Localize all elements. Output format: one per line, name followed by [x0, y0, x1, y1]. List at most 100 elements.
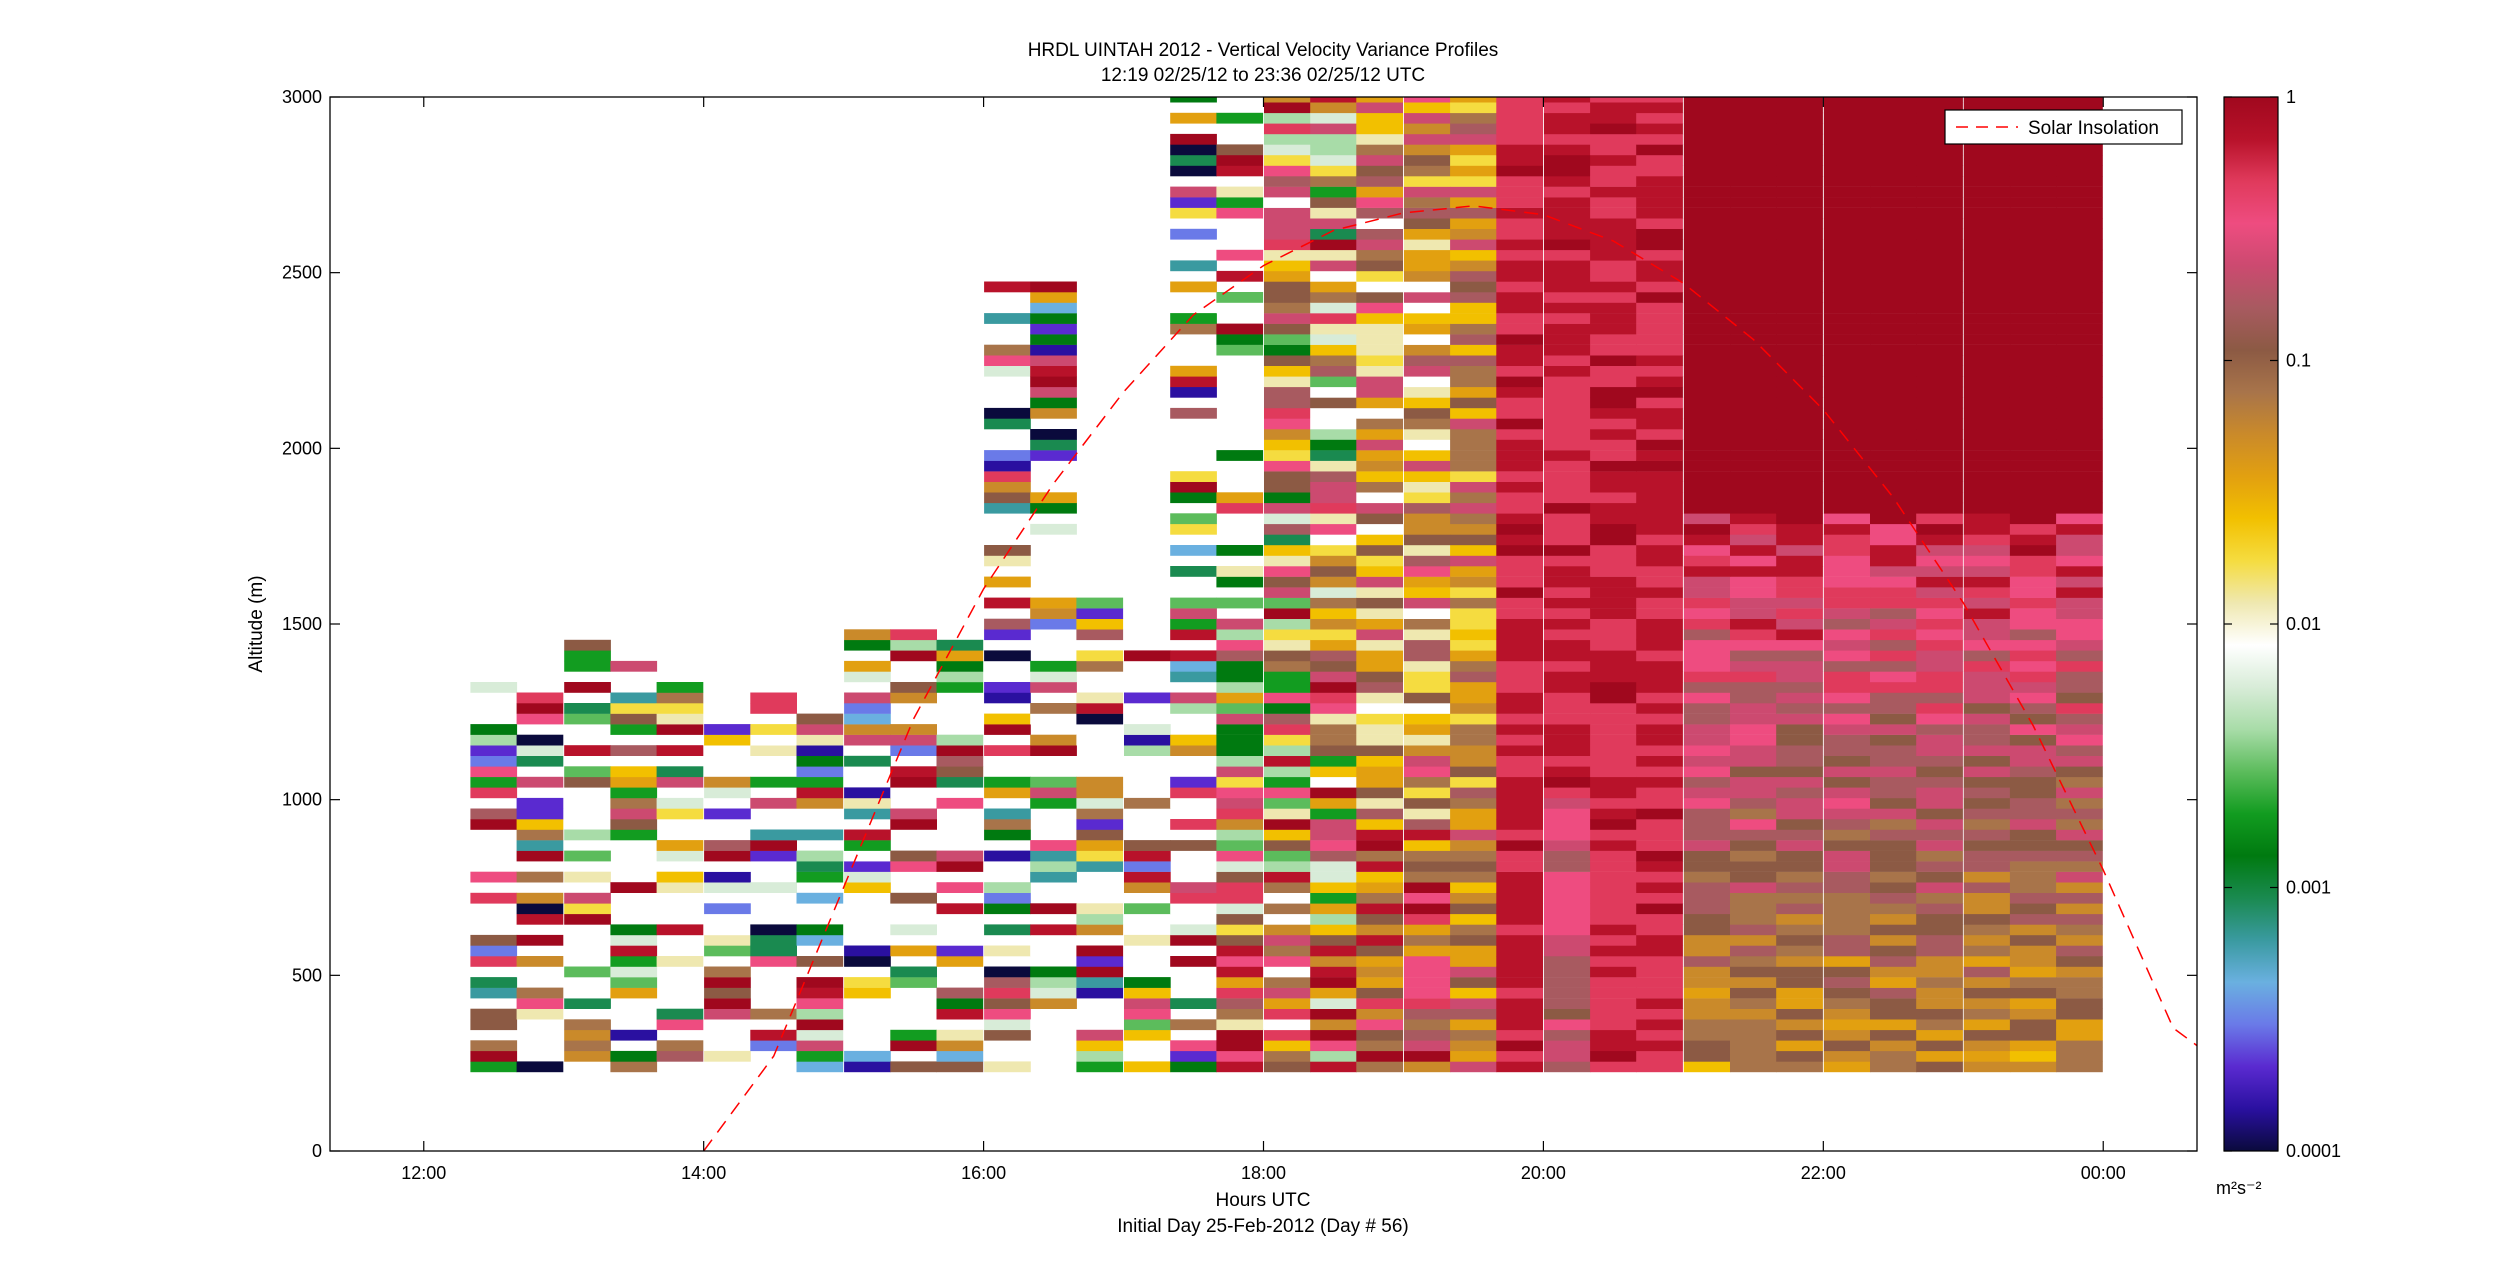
variance-cell — [1403, 639, 1451, 651]
variance-cell — [1823, 471, 1871, 482]
variance-cell — [2056, 249, 2103, 261]
variance-cell — [1170, 513, 1217, 525]
variance-cell — [936, 745, 984, 756]
variance-cell — [1124, 861, 1171, 872]
variance-cell — [1543, 481, 1591, 493]
variance-cell — [1216, 776, 1264, 788]
variance-cell — [2009, 302, 2057, 314]
variance-cell — [1356, 692, 1403, 704]
variance-cell — [1683, 808, 1731, 820]
variance-cell — [2056, 1019, 2103, 1031]
variance-cell — [2009, 355, 2057, 366]
variance-cell — [564, 871, 611, 883]
variance-cell — [610, 934, 658, 946]
variance-cell — [1264, 956, 1311, 967]
variance-cell — [1543, 1029, 1591, 1041]
variance-cell — [470, 682, 518, 693]
variance-cell — [1030, 945, 1077, 957]
variance-cell — [1450, 418, 1497, 430]
variance-cell — [1963, 734, 2011, 746]
variance-cell — [1543, 1050, 1591, 1062]
variance-cell — [750, 724, 797, 735]
variance-cell — [1264, 186, 1311, 198]
variance-cell — [1076, 787, 1124, 799]
variance-cell — [1823, 218, 1871, 229]
variance-cell — [1264, 850, 1311, 862]
variance-cell — [2056, 829, 2103, 841]
variance-cell — [564, 998, 611, 1009]
variance-cell — [2009, 439, 2057, 451]
variance-cell — [1590, 755, 1637, 767]
variance-cell — [1590, 176, 1637, 187]
variance-cell — [1776, 987, 1823, 999]
variance-cell — [984, 618, 1031, 630]
variance-cell — [1496, 460, 1543, 472]
variance-cell — [1636, 123, 1683, 135]
variance-cell — [750, 1040, 797, 1052]
variance-cell — [1823, 650, 1871, 662]
variance-cell — [1403, 228, 1451, 240]
y-tick-label: 3000 — [282, 87, 322, 107]
variance-cell — [2009, 197, 2057, 208]
variance-cell — [1870, 249, 1917, 261]
variance-cell — [516, 1008, 564, 1020]
variance-cell — [516, 797, 564, 809]
variance-cell — [1356, 207, 1403, 219]
variance-cell — [1310, 1050, 1357, 1062]
variance-cell — [1636, 1061, 1683, 1073]
variance-cell — [1916, 998, 1963, 1009]
variance-cell — [1823, 682, 1871, 693]
variance-cell — [1496, 450, 1543, 461]
variance-cell — [1823, 249, 1871, 261]
variance-cell — [1403, 471, 1451, 482]
variance-cell — [1823, 755, 1871, 767]
variance-cell — [2056, 871, 2103, 883]
variance-cell — [1683, 1019, 1731, 1031]
variance-cell — [1683, 439, 1731, 451]
variance-cell — [2009, 313, 2057, 324]
variance-cell — [1216, 945, 1264, 957]
variance-cell — [1496, 724, 1543, 735]
variance-cell — [1636, 545, 1683, 556]
variance-cell — [1730, 776, 1777, 788]
variance-cell — [1636, 502, 1683, 514]
variance-cell — [796, 956, 844, 967]
variance-cell — [1776, 608, 1823, 619]
variance-cell — [1356, 650, 1403, 662]
variance-cell — [1356, 439, 1403, 451]
variance-cell — [1030, 618, 1077, 630]
variance-cell — [2009, 523, 2057, 535]
variance-cell — [1870, 703, 1917, 714]
variance-cell — [1356, 407, 1403, 419]
variance-cell — [1216, 492, 1264, 504]
variance-cell — [1216, 787, 1264, 799]
variance-cell — [984, 492, 1031, 504]
variance-cell — [1916, 534, 1963, 546]
variance-cell — [1963, 692, 2011, 704]
variance-cell — [1916, 481, 1963, 493]
variance-cell — [1730, 502, 1777, 514]
variance-cell — [1264, 650, 1311, 662]
variance-cell — [1543, 566, 1591, 577]
variance-cell — [1823, 660, 1871, 672]
variance-cell — [1124, 871, 1171, 883]
variance-cell — [1310, 1008, 1357, 1020]
variance-cell — [1730, 650, 1777, 662]
variance-cell — [1543, 755, 1591, 767]
variance-cell — [2009, 734, 2057, 746]
variance-cell — [1730, 97, 1777, 103]
variance-cell — [1916, 344, 1963, 356]
variance-cell — [1543, 956, 1591, 967]
variance-cell — [936, 766, 984, 778]
variance-cell — [890, 629, 937, 641]
variance-cell — [1450, 344, 1497, 356]
variance-cell — [1543, 576, 1591, 588]
variance-cell — [656, 808, 704, 820]
variance-cell — [2009, 882, 2057, 893]
variance-cell — [1170, 566, 1217, 577]
variance-cell — [1916, 207, 1963, 219]
variance-cell — [1683, 260, 1731, 272]
variance-cell — [1730, 123, 1777, 135]
variance-cell — [1216, 112, 1264, 124]
variance-cell — [1730, 355, 1777, 366]
